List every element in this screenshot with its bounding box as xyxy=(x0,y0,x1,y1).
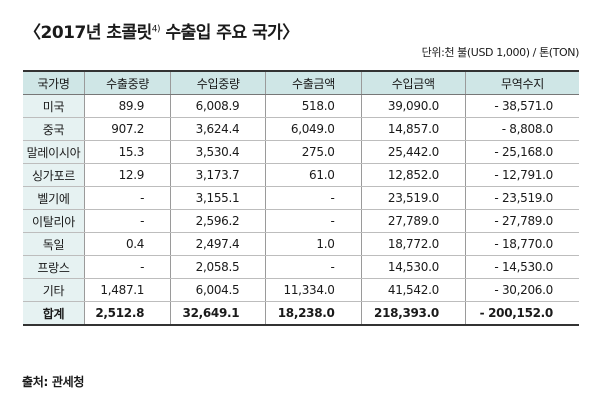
import-weight-cell: 2,058.5 xyxy=(170,255,266,279)
import-amount-cell: 25,442.0 xyxy=(360,140,466,164)
total-export-weight-cell: 2,512.8 xyxy=(84,301,171,326)
table-row: 중국 907.2 3,624.4 6,049.0 14,857.0 - 8,80… xyxy=(23,117,579,141)
table-row: 기타 1,487.1 6,004.5 11,334.0 41,542.0 - 3… xyxy=(23,278,579,302)
country-cell: 중국 xyxy=(23,117,85,141)
export-weight-cell: - xyxy=(84,255,171,279)
header-trade-balance: 무역수지 xyxy=(464,70,579,95)
table-row: 이탈리아 - 2,596.2 - 27,789.0 - 27,789.0 xyxy=(23,209,579,233)
export-amount-cell: 275.0 xyxy=(265,140,362,164)
import-weight-cell: 3,624.4 xyxy=(170,117,266,141)
header-import-weight: 수입중량 xyxy=(170,70,266,95)
export-amount-cell: 518.0 xyxy=(265,94,362,118)
header-row: 국가명 수출중량 수입중량 수출금액 수입금액 무역수지 xyxy=(23,70,579,95)
export-weight-cell: 0.4 xyxy=(84,232,171,256)
total-label-cell: 합계 xyxy=(23,301,85,326)
country-cell: 벨기에 xyxy=(23,186,85,210)
table-title: 〈2017년 초콜릿4) 수출입 주요 국가〉 xyxy=(24,23,299,43)
table-row: 싱가포르 12.9 3,173.7 61.0 12,852.0 - 12,791… xyxy=(23,163,579,187)
export-weight-cell: 89.9 xyxy=(84,94,171,118)
table-row: 미국 89.9 6,008.9 518.0 39,090.0 - 38,571.… xyxy=(23,94,579,118)
country-cell: 기타 xyxy=(23,278,85,302)
import-amount-cell: 39,090.0 xyxy=(360,94,466,118)
country-cell: 독일 xyxy=(23,232,85,256)
import-weight-cell: 6,004.5 xyxy=(170,278,266,302)
trade-balance-cell: - 38,571.0 xyxy=(464,94,579,118)
import-weight-cell: 3,173.7 xyxy=(170,163,266,187)
import-amount-cell: 12,852.0 xyxy=(360,163,466,187)
trade-table: 국가명 수출중량 수입중량 수출금액 수입금액 무역수지 미국 89.9 6,0… xyxy=(23,70,579,326)
total-export-amount-cell: 18,238.0 xyxy=(265,301,362,326)
export-amount-cell: 6,049.0 xyxy=(265,117,362,141)
country-cell: 싱가포르 xyxy=(23,163,85,187)
total-import-weight-cell: 32,649.1 xyxy=(170,301,266,326)
total-trade-balance-cell: - 200,152.0 xyxy=(464,301,579,326)
import-amount-cell: 14,857.0 xyxy=(360,117,466,141)
footnote-marker: 4) xyxy=(151,24,161,35)
import-weight-cell: 6,008.9 xyxy=(170,94,266,118)
export-amount-cell: 11,334.0 xyxy=(265,278,362,302)
export-weight-cell: - xyxy=(84,186,171,210)
table-row: 프랑스 - 2,058.5 - 14,530.0 - 14,530.0 xyxy=(23,255,579,279)
table-row: 벨기에 - 3,155.1 - 23,519.0 - 23,519.0 xyxy=(23,186,579,210)
source-note: 출처: 관세청 xyxy=(22,375,85,389)
trade-balance-cell: - 18,770.0 xyxy=(464,232,579,256)
trade-balance-cell: - 12,791.0 xyxy=(464,163,579,187)
import-amount-cell: 41,542.0 xyxy=(360,278,466,302)
export-weight-cell: - xyxy=(84,209,171,233)
header-import-amount: 수입금액 xyxy=(360,70,466,95)
export-amount-cell: 61.0 xyxy=(265,163,362,187)
trade-balance-cell: - 23,519.0 xyxy=(464,186,579,210)
country-cell: 프랑스 xyxy=(23,255,85,279)
unit-note: 단위:천 불(USD 1,000) / 톤(TON) xyxy=(421,46,580,59)
export-amount-cell: - xyxy=(265,255,362,279)
export-weight-cell: 907.2 xyxy=(84,117,171,141)
import-amount-cell: 14,530.0 xyxy=(360,255,466,279)
trade-balance-cell: - 8,808.0 xyxy=(464,117,579,141)
trade-balance-cell: - 14,530.0 xyxy=(464,255,579,279)
import-weight-cell: 2,497.4 xyxy=(170,232,266,256)
export-amount-cell: 1.0 xyxy=(265,232,362,256)
import-weight-cell: 2,596.2 xyxy=(170,209,266,233)
import-amount-cell: 27,789.0 xyxy=(360,209,466,233)
header-country: 국가명 xyxy=(23,70,85,95)
table-row: 독일 0.4 2,497.4 1.0 18,772.0 - 18,770.0 xyxy=(23,232,579,256)
export-weight-cell: 1,487.1 xyxy=(84,278,171,302)
export-amount-cell: - xyxy=(265,209,362,233)
trade-balance-cell: - 30,206.0 xyxy=(464,278,579,302)
header-export-weight: 수출중량 xyxy=(84,70,171,95)
export-weight-cell: 15.3 xyxy=(84,140,171,164)
total-import-amount-cell: 218,393.0 xyxy=(360,301,466,326)
import-weight-cell: 3,530.4 xyxy=(170,140,266,164)
trade-balance-cell: - 25,168.0 xyxy=(464,140,579,164)
import-weight-cell: 3,155.1 xyxy=(170,186,266,210)
import-amount-cell: 18,772.0 xyxy=(360,232,466,256)
export-weight-cell: 12.9 xyxy=(84,163,171,187)
country-cell: 말레이시아 xyxy=(23,140,85,164)
country-cell: 이탈리아 xyxy=(23,209,85,233)
export-amount-cell: - xyxy=(265,186,362,210)
import-amount-cell: 23,519.0 xyxy=(360,186,466,210)
trade-balance-cell: - 27,789.0 xyxy=(464,209,579,233)
country-cell: 미국 xyxy=(23,94,85,118)
header-export-amount: 수출금액 xyxy=(265,70,362,95)
table-row: 말레이시아 15.3 3,530.4 275.0 25,442.0 - 25,1… xyxy=(23,140,579,164)
total-row: 합계 2,512.8 32,649.1 18,238.0 218,393.0 -… xyxy=(23,301,579,326)
